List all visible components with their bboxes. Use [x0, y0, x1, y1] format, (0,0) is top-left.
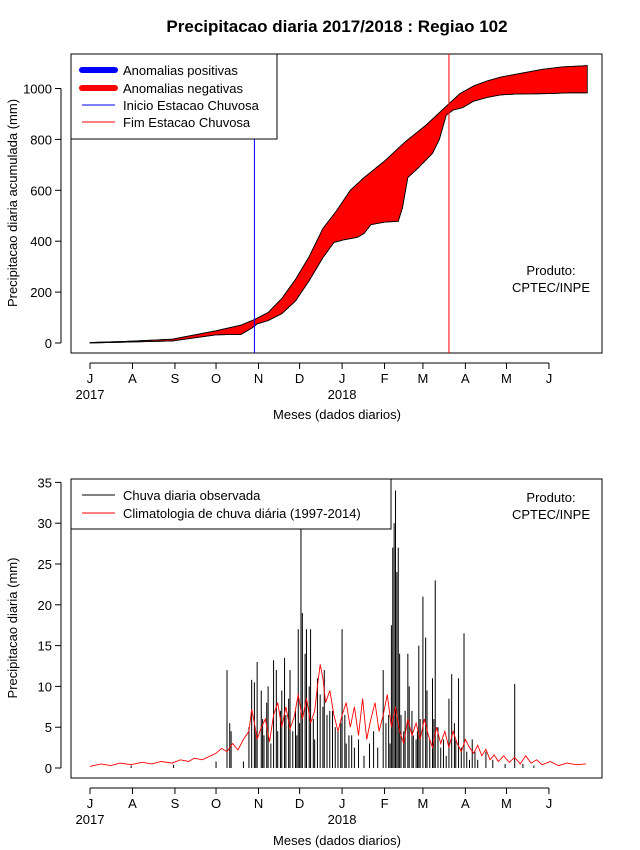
- bottom-year-label-2018: 2018: [328, 812, 357, 827]
- bottom-x-tick-label: M: [501, 796, 512, 811]
- x-axis-label-bottom: Meses (dados diarios): [273, 833, 401, 848]
- legend-label-end: Fim Estacao Chuvosa: [123, 115, 251, 130]
- top-x-tick-label: J: [546, 371, 553, 386]
- bottom-x-tick-label: F: [381, 796, 389, 811]
- top-y-tick-label: 600: [30, 183, 52, 198]
- observed-accumulated-line: [89, 92, 588, 344]
- top-x-tick-label: A: [461, 371, 470, 386]
- top-x-tick-label: S: [171, 371, 180, 386]
- bottom-x-tick-label: A: [461, 796, 470, 811]
- legend-label-start: Inicio Estacao Chuvosa: [123, 98, 260, 113]
- bottom-x-tick-label: M: [417, 796, 428, 811]
- top-y-tick-label: 800: [30, 132, 52, 147]
- climatology-accumulated-line: [89, 65, 588, 343]
- bottom-x-tick-label: J: [546, 796, 553, 811]
- climatology-daily-line: [89, 664, 586, 767]
- product-source-bottom: CPTEC/INPE: [512, 507, 590, 522]
- top-x-tick-label: J: [339, 371, 346, 386]
- bottom-x-tick-label: D: [295, 796, 304, 811]
- y-axis-label-top: Precipitacao diaria acumulada (mm): [5, 99, 20, 307]
- top-x-tick-label: D: [295, 371, 304, 386]
- bottom-y-tick-label: 5: [45, 720, 52, 735]
- top-x-tick-label: F: [381, 371, 389, 386]
- top-y-tick-label: 0: [45, 336, 52, 351]
- bottom-x-tick-label: A: [128, 796, 137, 811]
- legend-label-positive: Anomalias positivas: [123, 63, 238, 78]
- y-axis-label-bottom: Precipitacao diaria (mm): [5, 558, 20, 699]
- product-source-top: CPTEC/INPE: [512, 280, 590, 295]
- legend-top: Anomalias positivas Anomalias negativas …: [70, 53, 278, 140]
- legend-label-negative: Anomalias negativas: [123, 81, 243, 96]
- bottom-y-tick-label: 30: [38, 516, 52, 531]
- legend-bottom: Chuva diaria observada Climatologia de c…: [70, 478, 392, 530]
- bottom-x-tick-label: S: [171, 796, 180, 811]
- top-x-tick-label: J: [87, 371, 94, 386]
- chart-title: Precipitacao diaria 2017/2018 : Regiao 1…: [166, 17, 507, 36]
- bottom-y-tick-label: 10: [38, 679, 52, 694]
- top-x-tick-label: M: [417, 371, 428, 386]
- top-year-label-2018: 2018: [328, 387, 357, 402]
- top-x-tick-label: N: [254, 371, 263, 386]
- top-y-tick-label: 1000: [23, 82, 52, 97]
- bottom-y-tick-label: 0: [45, 761, 52, 776]
- product-label-bottom: Produto:: [526, 490, 575, 505]
- x-axis-label-top: Meses (dados diarios): [273, 407, 401, 422]
- top-y-tick-label: 200: [30, 285, 52, 300]
- top-x-tick-label: M: [501, 371, 512, 386]
- top-x-tick-label: O: [211, 371, 221, 386]
- bottom-x-tick-label: J: [87, 796, 94, 811]
- bottom-x-tick-label: O: [211, 796, 221, 811]
- top-x-tick-label: A: [128, 371, 137, 386]
- plot-frame-top: [70, 53, 603, 354]
- bottom-y-tick-label: 35: [38, 475, 52, 490]
- legend-label-observed: Chuva diaria observada: [123, 488, 261, 503]
- bottom-y-tick-label: 15: [38, 639, 52, 654]
- legend-box-bottom: [70, 478, 392, 530]
- bottom-y-tick-label: 20: [38, 598, 52, 613]
- bottom-year-label-2017: 2017: [76, 812, 105, 827]
- legend-label-climatology: Climatologia de chuva diária (1997-2014): [123, 506, 361, 521]
- product-label-top: Produto:: [526, 263, 575, 278]
- bottom-x-tick-label: N: [254, 796, 263, 811]
- bottom-y-tick-label: 25: [38, 557, 52, 572]
- top-y-tick-label: 400: [30, 234, 52, 249]
- top-year-label-2017: 2017: [76, 387, 105, 402]
- bottom-x-tick-label: J: [339, 796, 346, 811]
